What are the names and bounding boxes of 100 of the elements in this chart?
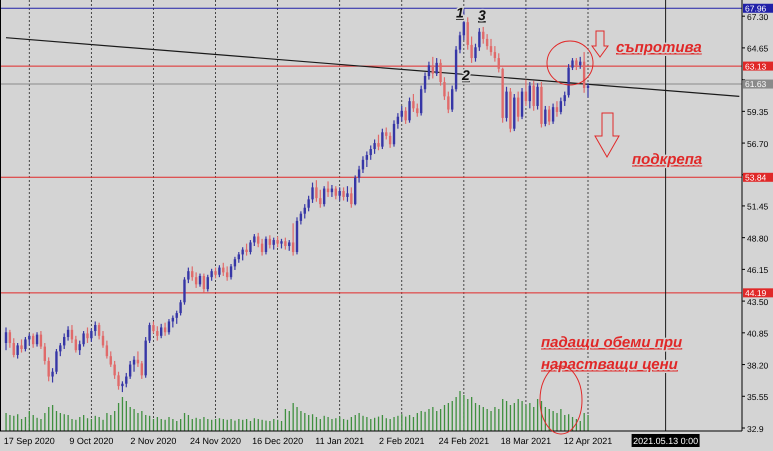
annotation: 1 [456,4,464,20]
ref-line-label: 53.84 [745,172,767,183]
candlestick [222,262,224,277]
candlestick [373,138,376,154]
y-tick-label: 46.15 [747,265,769,276]
candlestick [218,264,221,278]
candlestick [110,350,112,368]
x-tick-label: 2021.05.13 0:00 [633,436,698,446]
candlestick [148,322,151,344]
candlestick [268,234,272,250]
candlestick [187,266,190,284]
candlestick [498,52,500,74]
candlestick [338,186,341,202]
candlestick [106,340,108,360]
candlestick [257,232,260,248]
ref-line-label: 44.19 [745,288,767,298]
candlestick [579,56,582,70]
candlestick [342,186,345,202]
x-tick-label: 12 Apr 2021 [564,436,612,446]
ref-line-label: 63.13 [745,61,767,72]
ref-line-label: 67.96 [745,3,767,14]
candlestick [176,310,178,324]
candlestick [307,195,310,212]
candlestick [451,85,454,113]
y-tick-label: 56.70 [747,138,769,149]
candlestick [276,236,279,248]
x-tick-label: 18 Mar 2021 [500,436,552,446]
candlestick [238,251,240,264]
candlestick [156,326,159,342]
y-tick-label: 38.20 [747,360,769,370]
candlestick [358,165,360,184]
x-tick-label: 2 Nov 2020 [130,436,176,446]
candlestick [300,210,302,226]
candlestick [416,102,418,118]
y-tick-label: 67.30 [747,12,769,22]
candlestick [125,372,128,388]
candlestick [121,380,124,393]
candlestick [172,314,174,328]
candlestick [191,266,194,282]
candlestick [443,76,446,101]
candlestick [47,356,50,382]
candlestick [98,322,100,340]
candlestick [544,105,547,127]
candlestick [241,246,244,261]
x-tick-label: 16 Dec 2020 [252,436,304,446]
candlestick [428,61,430,80]
candlestick [28,332,30,346]
candlestick [315,180,318,202]
candlestick [432,56,434,80]
y-tick-label: 59.35 [747,107,769,118]
x-tick-label: 11 Jan 2021 [315,436,364,446]
candlestick [482,26,484,44]
candlestick [478,28,481,52]
candlestick [564,90,566,107]
candlestick [194,272,198,289]
y-tick-label: 35.55 [747,392,769,402]
candlestick [140,360,143,380]
candlestick [470,36,473,64]
candlestick [435,57,438,77]
candlestick [74,335,78,354]
ref-line-label: 61.63 [745,79,767,90]
candlestick [16,342,19,360]
candlestick [536,82,539,110]
candlestick [396,112,400,130]
candlestick [245,243,248,256]
candlestick [152,320,155,334]
candlestick [128,360,132,380]
candlestick [40,330,42,350]
candlestick [82,330,85,348]
candlestick [202,272,206,294]
candlestick [385,126,388,140]
candlestick [136,350,140,368]
candlestick [447,90,450,114]
candlestick [350,186,353,208]
candlestick [8,329,12,348]
x-tick-label: 24 Feb 2021 [438,436,490,446]
annotation: 3 [478,7,486,24]
y-tick-label: 32.9 [747,424,764,434]
candlestick [24,336,27,352]
candlestick [55,348,58,375]
candlestick [420,85,422,116]
candlestick [466,16,469,50]
y-tick-label: 40.85 [747,328,769,339]
candlestick [366,150,368,168]
candlestick [412,93,415,113]
candlestick [388,132,392,148]
candlestick [94,320,96,336]
candlestick [260,238,264,256]
candlestick [439,58,442,86]
candlestick [113,360,116,380]
candlestick [206,274,209,292]
y-tick-label: 43.50 [747,296,769,307]
x-tick-label: 9 Oct 2020 [69,436,114,446]
y-tick-label: 64.65 [747,44,769,54]
candlestick [210,268,213,282]
candlestick [548,105,550,126]
candlestick [234,256,236,271]
x-tick-label: 24 Nov 2020 [190,436,242,446]
candlestick [284,237,287,250]
candlestick [486,34,488,50]
